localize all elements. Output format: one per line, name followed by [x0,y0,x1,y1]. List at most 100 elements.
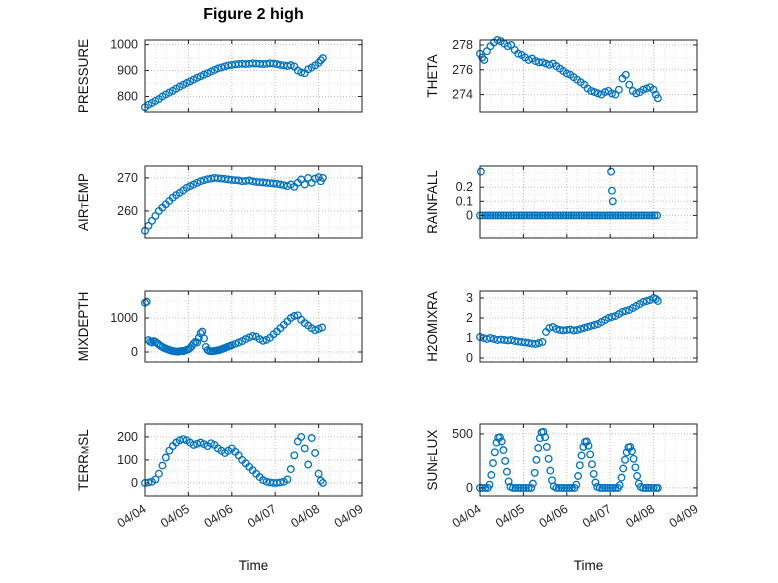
data-point [615,481,624,490]
data-point [304,460,313,469]
data-point [572,211,581,220]
data-point [535,339,543,347]
y-tick-label: 0 [466,208,473,222]
data-point [297,432,306,441]
data-point [538,338,547,346]
data-point [503,42,512,51]
y-axis-label-pressure: PRESSURE [76,39,91,113]
data-point [316,56,325,65]
data-point [580,324,589,332]
subplot-terr-msl: 04/04 04/05 04/06 04/07 04/08 04/09 0 100 200 TER… [76,423,366,531]
scatter-series-terr-msl [141,432,327,487]
data-point [555,483,563,492]
axes-box [479,290,698,363]
scatter-series-pressure [141,54,327,112]
data-point [639,85,648,94]
data-point [621,307,630,315]
data-point [565,483,574,492]
data-point [259,336,267,345]
axes-box [144,39,363,113]
x-tick-label: 04/04 [450,502,484,531]
grid [479,291,698,362]
data-point [634,211,643,220]
axes-box [144,165,363,239]
y-axis-label-sun-flux: SUNFLUX [425,430,441,491]
data-point [576,325,585,333]
data-point [608,483,617,492]
y-tick-label: 900 [117,64,138,78]
data-point [593,211,602,220]
data-point [607,89,616,98]
data-point [499,211,508,220]
data-point [483,211,492,220]
data-point [200,334,208,343]
y-axis-label-air-temp: AIRTEMP [76,173,92,231]
y-tick-label: 1 [466,331,473,345]
data-point [158,461,167,470]
data-point [551,211,560,220]
x-tick-label: 04/07 [245,502,279,531]
x-tick-label: 04/09 [667,502,701,531]
data-point [627,447,636,456]
data-point [579,442,588,451]
data-point [585,211,594,220]
data-point [543,211,552,220]
data-point [595,483,604,492]
data-point [619,464,628,473]
data-point [606,483,615,492]
data-point [584,441,593,450]
data-point [624,211,633,220]
y-axis-label-rainfall: RAINFALL [425,170,440,234]
data-point [598,211,607,220]
data-point [525,211,534,220]
x-axis-label-right: Time [574,558,604,573]
data-point [300,180,309,189]
data-point [653,211,662,220]
data-point [626,442,635,451]
data-point [489,459,497,468]
data-point [614,85,623,94]
data-point [561,211,570,220]
data-point [606,211,615,220]
data-point [497,437,506,446]
data-point [217,63,226,72]
data-point [490,448,499,457]
data-point [531,340,540,348]
data-point [318,173,327,182]
data-point [530,468,539,477]
x-tick-label: 04/07 [580,502,614,531]
y-tick-label: 270 [117,171,138,185]
subplot-air-temp: 260 270 AIRTEMP [76,165,363,239]
data-point [645,211,654,220]
data-point [611,211,620,220]
data-point [234,338,243,347]
scatter-series-sun-flux [476,427,662,492]
data-point [507,336,516,344]
data-point [509,483,517,492]
data-point [318,478,327,487]
data-point [487,471,496,479]
data-point [601,483,609,492]
data-point [541,211,550,220]
data-point [588,211,596,220]
data-point [509,211,518,220]
data-point [595,211,604,220]
data-point [546,466,555,475]
data-point [196,177,205,186]
data-point [575,211,583,220]
data-point [524,483,533,492]
data-point [554,211,563,220]
data-point [307,434,316,442]
data-point [586,450,595,459]
data-point [276,180,285,189]
data-point [515,211,524,220]
data-point [637,211,646,220]
data-point [501,456,510,465]
x-tick-label: 04/08 [288,502,322,531]
data-point [644,483,653,492]
subplot-rainfall: 00.10.2 RAINFALL [425,165,698,239]
data-point [617,473,626,482]
data-point [147,338,156,347]
data-point [649,85,658,94]
